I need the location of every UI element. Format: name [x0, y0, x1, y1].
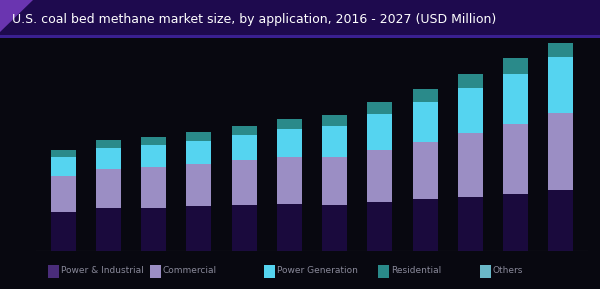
- Bar: [367, 202, 392, 251]
- Bar: [503, 74, 528, 124]
- Bar: [503, 194, 528, 251]
- Bar: [150, 265, 161, 278]
- Text: Residential: Residential: [391, 266, 441, 275]
- Bar: [51, 212, 76, 251]
- Bar: [51, 150, 76, 158]
- Bar: [458, 88, 483, 133]
- Bar: [548, 113, 573, 190]
- Bar: [367, 102, 392, 114]
- Text: Others: Others: [493, 266, 523, 275]
- Text: Power & Industrial: Power & Industrial: [61, 266, 143, 275]
- Bar: [277, 157, 302, 204]
- Bar: [413, 102, 437, 142]
- Polygon shape: [0, 0, 33, 32]
- Bar: [51, 176, 76, 212]
- Bar: [503, 58, 528, 74]
- Bar: [322, 205, 347, 251]
- Bar: [378, 265, 389, 278]
- Bar: [277, 119, 302, 129]
- Bar: [322, 115, 347, 125]
- Bar: [187, 164, 211, 206]
- Text: U.S. coal bed methane market size, by application, 2016 - 2027 (USD Million): U.S. coal bed methane market size, by ap…: [12, 13, 496, 26]
- Bar: [187, 206, 211, 251]
- Bar: [232, 125, 257, 135]
- Bar: [96, 169, 121, 208]
- Bar: [0, 35, 600, 38]
- Bar: [480, 265, 491, 278]
- Bar: [48, 265, 59, 278]
- Bar: [141, 167, 166, 208]
- Bar: [413, 199, 437, 251]
- Bar: [96, 148, 121, 169]
- Bar: [187, 132, 211, 140]
- Bar: [458, 74, 483, 88]
- Bar: [548, 40, 573, 57]
- Bar: [458, 133, 483, 197]
- Bar: [413, 142, 437, 199]
- Bar: [96, 140, 121, 148]
- Bar: [458, 197, 483, 251]
- Text: Commercial: Commercial: [163, 266, 217, 275]
- Bar: [322, 157, 347, 205]
- Bar: [277, 129, 302, 157]
- Text: Power Generation: Power Generation: [277, 266, 358, 275]
- Bar: [413, 89, 437, 102]
- Bar: [96, 208, 121, 251]
- Bar: [141, 145, 166, 167]
- Bar: [503, 124, 528, 194]
- Bar: [141, 208, 166, 251]
- Bar: [232, 205, 257, 251]
- Bar: [367, 150, 392, 202]
- Bar: [548, 57, 573, 113]
- Bar: [232, 135, 257, 160]
- Bar: [277, 204, 302, 251]
- Bar: [187, 140, 211, 164]
- Bar: [322, 125, 347, 157]
- Bar: [141, 137, 166, 145]
- Bar: [232, 160, 257, 205]
- Bar: [264, 265, 275, 278]
- Bar: [367, 114, 392, 150]
- Bar: [51, 158, 76, 176]
- Bar: [548, 190, 573, 251]
